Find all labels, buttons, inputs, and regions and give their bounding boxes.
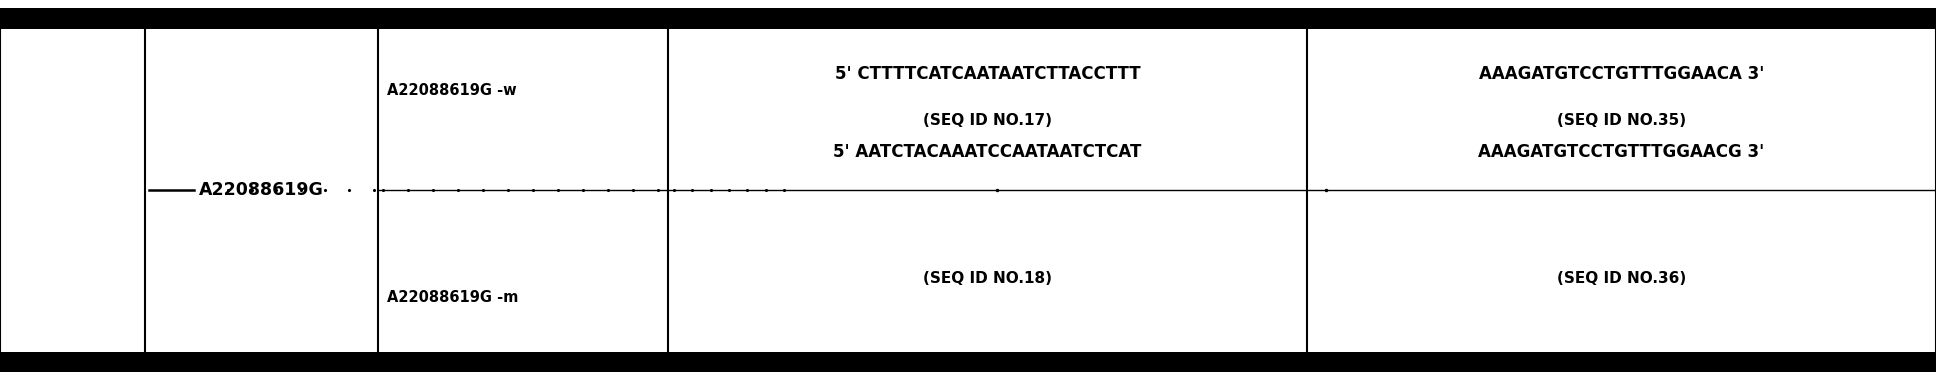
Text: (SEQ ID NO.35): (SEQ ID NO.35) (1557, 113, 1686, 128)
Text: AAAGATGTCCTGTTTGGAACG 3': AAAGATGTCCTGTTTGGAACG 3' (1479, 143, 1764, 161)
Text: (SEQ ID NO.18): (SEQ ID NO.18) (923, 271, 1051, 286)
Text: A22088619G -m: A22088619G -m (387, 290, 519, 305)
Bar (0, 28, 1936, 352)
Text: 5' AATCTACAAATCCAATAATCTCAT: 5' AATCTACAAATCCAATAATCTCAT (832, 143, 1142, 161)
Text: (SEQ ID NO.36): (SEQ ID NO.36) (1557, 271, 1686, 286)
Bar (0, 8, 1936, 28)
Text: A22088619G -w: A22088619G -w (387, 83, 517, 98)
Text: (SEQ ID NO.17): (SEQ ID NO.17) (923, 113, 1051, 128)
Text: A22088619G: A22088619G (199, 181, 323, 199)
Text: AAAGATGTCCTGTTTGGAACA 3': AAAGATGTCCTGTTTGGAACA 3' (1479, 65, 1764, 83)
Bar (0, 352, 1936, 372)
Text: 5' CTTTTCATCAATAATCTTACCTTT: 5' CTTTTCATCAATAATCTTACCTTT (834, 65, 1140, 83)
